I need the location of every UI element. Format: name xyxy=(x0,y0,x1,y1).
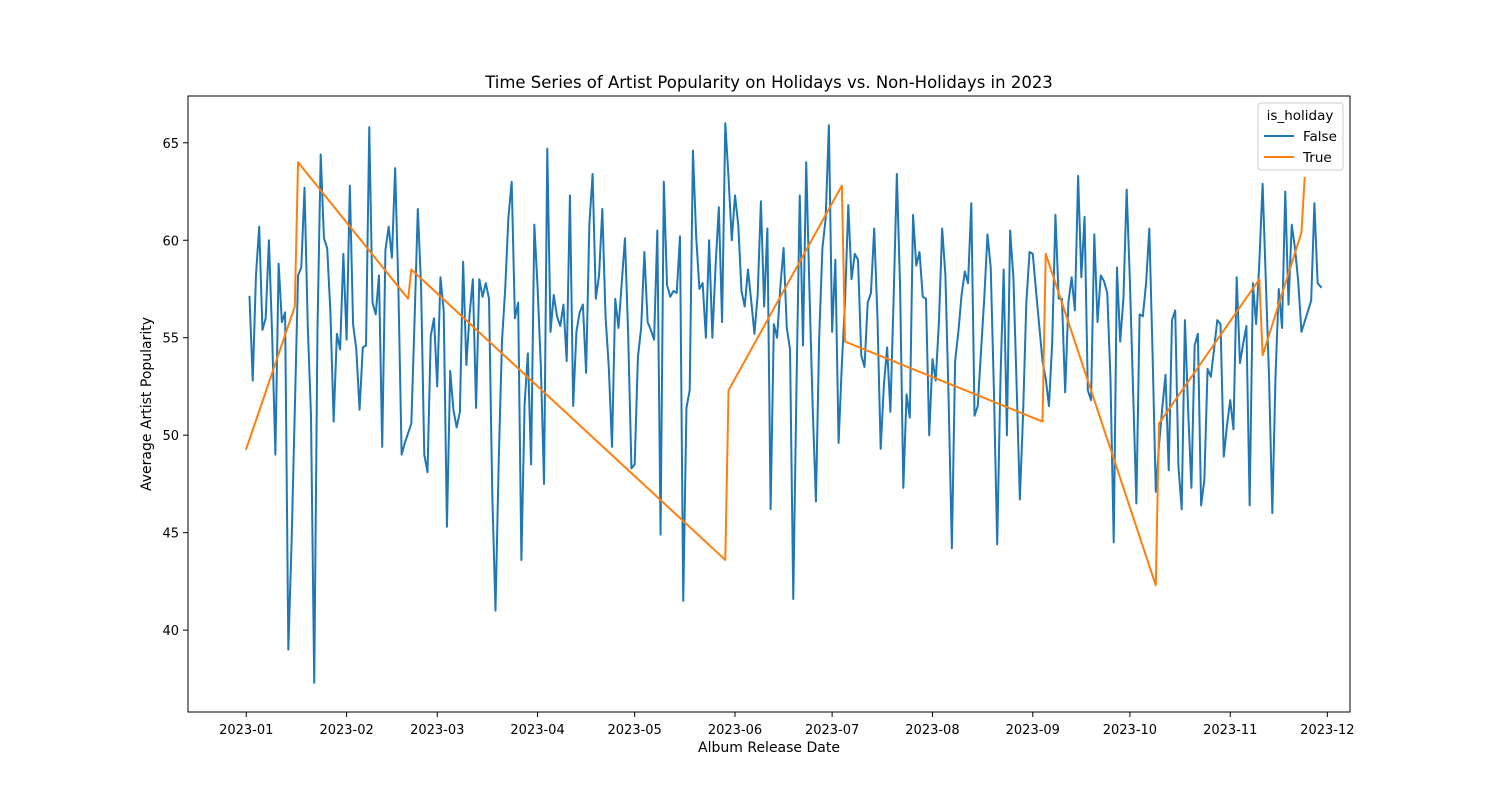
legend-title: is_holiday xyxy=(1267,108,1334,124)
series-layer xyxy=(244,122,1323,684)
x-tick-label: 2023-06 xyxy=(708,723,762,738)
legend-box xyxy=(1257,102,1344,171)
x-tick-label: 2023-09 xyxy=(1006,723,1060,738)
x-tick-label: 2023-12 xyxy=(1300,723,1354,738)
x-tick-label: 2023-03 xyxy=(410,723,464,738)
series-line-true xyxy=(244,161,1306,587)
x-axis-label: Album Release Date xyxy=(698,740,840,756)
plot-frame xyxy=(187,95,1351,713)
legend-label-false: False xyxy=(1303,129,1337,145)
chart-title: Time Series of Artist Popularity on Holi… xyxy=(484,73,1053,92)
legend: is_holiday False True xyxy=(1257,102,1344,171)
x-tick-label: 2023-02 xyxy=(319,723,373,738)
series-line-false xyxy=(248,122,1323,684)
plot-area: 2023-01 2023-02 2023-03 2023-04 2023-05 2023-… xyxy=(162,95,1355,738)
x-tick-label: 2023-11 xyxy=(1203,723,1257,738)
y-axis-label: Average Artist Popularity xyxy=(139,317,155,491)
y-tick-label: 55 xyxy=(162,332,179,347)
x-tick-label: 2023-07 xyxy=(805,723,859,738)
y-tick-label: 50 xyxy=(162,429,179,444)
y-tick-label: 45 xyxy=(162,527,179,542)
x-tick-label: 2023-05 xyxy=(608,723,662,738)
x-axis: 2023-01 2023-02 2023-03 2023-04 2023-05 2023-… xyxy=(219,712,1355,738)
y-tick-label: 60 xyxy=(162,234,179,249)
y-tick-label: 65 xyxy=(162,137,179,152)
legend-label-true: True xyxy=(1302,150,1332,166)
x-tick-label: 2023-04 xyxy=(510,723,564,738)
y-axis: 40 45 50 55 60 65 xyxy=(162,137,188,639)
x-tick-label: 2023-10 xyxy=(1103,723,1157,738)
x-tick-label: 2023-08 xyxy=(905,723,959,738)
y-tick-label: 40 xyxy=(162,624,179,639)
x-tick-label: 2023-01 xyxy=(219,723,273,738)
